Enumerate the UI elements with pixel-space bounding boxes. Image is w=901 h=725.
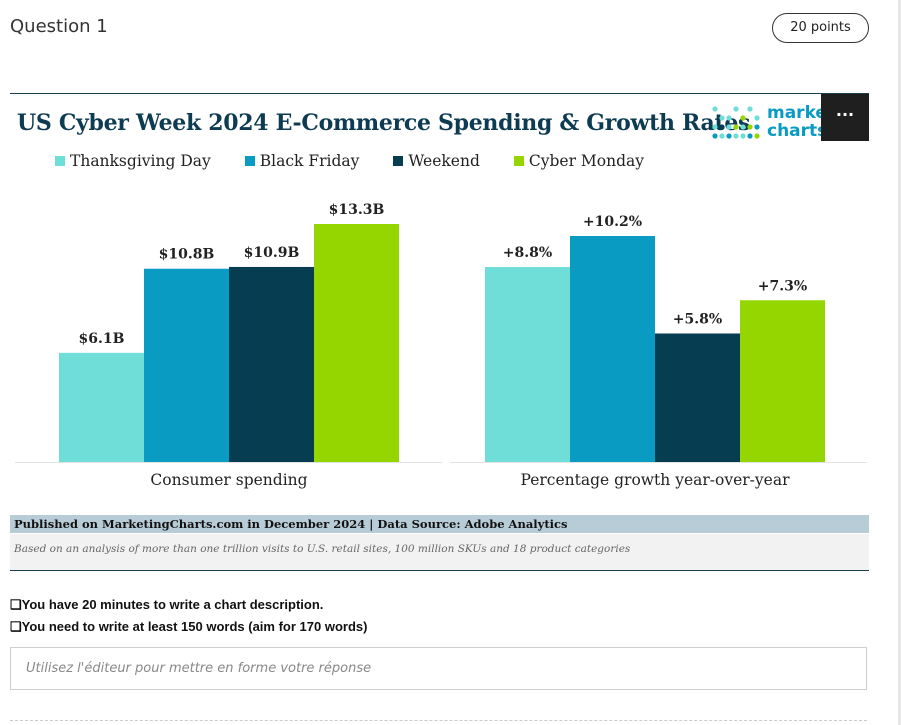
marketingcharts-logo: marke charts	[710, 104, 830, 146]
logo-dot	[740, 124, 746, 130]
logo-dot	[754, 133, 760, 139]
chart-legend: Thanksgiving Day Black Friday Weekend Cy…	[55, 152, 678, 170]
legend-item-thanksgiving: Thanksgiving Day	[55, 152, 211, 170]
instruction-time: ❑You have 20 minutes to write a chart de…	[10, 597, 324, 612]
logo-dots-icon	[712, 106, 760, 139]
bar	[314, 224, 399, 462]
bar	[229, 266, 314, 462]
logo-text: marke charts	[767, 103, 828, 141]
logo-dot	[719, 124, 725, 130]
bar	[59, 352, 144, 462]
logo-dot	[747, 124, 753, 130]
legend-swatch	[55, 156, 65, 166]
logo-dot	[733, 124, 739, 130]
data-label: $6.1B	[79, 331, 125, 347]
legend-swatch	[393, 156, 404, 166]
legend-label: Thanksgiving Day	[70, 152, 211, 170]
legend-item-cyber-monday: Cyber Monday	[513, 152, 645, 170]
logo-dot	[740, 115, 746, 121]
x-axis-label: Percentage growth year-over-year	[520, 471, 790, 489]
divider	[10, 720, 867, 721]
legend-label: Cyber Monday	[528, 152, 645, 170]
logo-dot	[726, 124, 732, 130]
logo-dot	[726, 115, 732, 121]
bar	[655, 333, 740, 462]
data-label: +7.3%	[758, 278, 807, 294]
logo-dot	[754, 115, 760, 121]
logo-dot	[747, 106, 753, 112]
data-label: +8.8%	[503, 245, 552, 261]
legend-swatch	[513, 156, 524, 166]
logo-dot	[719, 115, 725, 121]
legend-item-weekend: Weekend	[393, 152, 480, 170]
question-title: Question 1	[10, 16, 108, 37]
chart-title: US Cyber Week 2024 E-Commerce Spending &…	[17, 110, 751, 136]
bar	[740, 300, 825, 462]
logo-dot	[726, 133, 732, 139]
logo-dot	[712, 133, 718, 139]
chart-card: US Cyber Week 2024 E-Commerce Spending &…	[10, 93, 869, 571]
logo-dot	[733, 133, 739, 139]
instruction-words: ❑You need to write at least 150 words (a…	[10, 619, 368, 634]
bar-chart: $6.1B $10.8B $10.9B $13.3B Consumer spending…	[15, 202, 867, 489]
logo-dot	[747, 133, 753, 139]
bar	[485, 267, 570, 462]
logo-dot	[712, 106, 718, 112]
more-options-button[interactable]: ···	[821, 94, 869, 141]
x-axis-label: Consumer spending	[150, 471, 307, 489]
logo-dot	[719, 133, 725, 139]
data-label: $13.3B	[329, 202, 385, 218]
data-label: +5.8%	[673, 311, 722, 327]
logo-dot	[754, 124, 760, 130]
logo-dot	[740, 133, 746, 139]
bar	[144, 268, 229, 462]
data-label: $10.9B	[244, 245, 300, 261]
logo-dot	[712, 124, 718, 130]
data-label: $10.8B	[159, 247, 215, 263]
legend-label: Weekend	[408, 152, 480, 170]
points-badge: 20 points	[772, 13, 869, 43]
page-scrollbar[interactable]	[898, 0, 901, 725]
legend-label: Black Friday	[259, 152, 360, 170]
answer-editor[interactable]: Utilisez l'éditeur pour mettre en forme …	[10, 647, 867, 690]
legend-swatch	[244, 156, 255, 166]
bar	[570, 236, 655, 462]
logo-dot	[733, 106, 739, 112]
data-label: +10.2%	[583, 214, 642, 230]
source-line: Published on MarketingCharts.com in Dece…	[10, 515, 869, 533]
legend-item-black-friday: Black Friday	[244, 152, 360, 170]
methodology-note: Based on an analysis of more than one tr…	[10, 534, 869, 570]
